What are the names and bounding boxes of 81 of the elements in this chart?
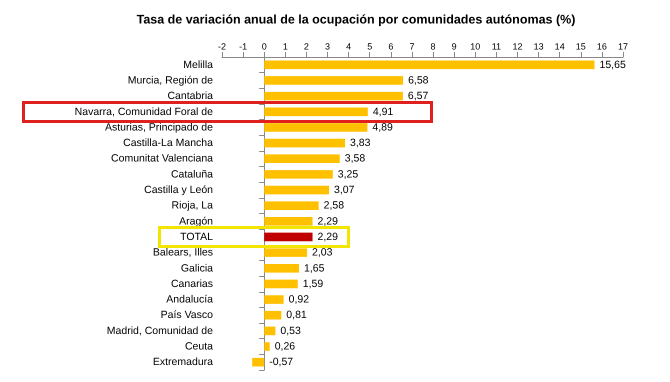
bar [264,170,333,179]
x-tick-label: 1 [282,42,288,52]
bar [264,326,276,336]
bar [264,248,308,257]
bar [264,264,300,273]
bar [264,76,404,85]
y-tick-label: País Vasco [160,309,214,322]
x-tick-label: 14 [554,42,565,52]
x-tick-label: 11 [492,42,502,52]
bar [264,342,270,351]
data-label: 2,03 [312,246,333,259]
y-tick-label: Extremadura [152,356,214,368]
data-label: 1,65 [304,262,325,274]
x-tick-label: 4 [346,42,352,52]
x-tick-label: 16 [596,42,607,52]
data-label: 2,29 [318,215,338,228]
data-label: 3,58 [344,152,366,165]
x-tick-label: 6 [388,42,394,52]
data-label: 3,83 [350,137,371,150]
y-tick-label: Asturias, Principado de [105,121,214,134]
data-label: 0,26 [274,340,296,353]
data-label: 3,07 [334,184,355,196]
y-tick-label: Castilla y León [144,184,214,196]
bar [264,107,368,116]
data-label: 0,53 [280,324,301,337]
data-label: 3,25 [338,168,358,180]
y-tick-label: Aragón [179,215,214,228]
x-tick-label: 8 [430,42,436,52]
y-tick-label: Andalucía [166,294,214,306]
bar [264,138,346,148]
data-label: 6,57 [408,90,428,102]
y-tick-label: Canarias [170,278,213,290]
y-tick-label: Cantabria [167,90,214,102]
x-tick-label: 17 [618,42,628,52]
bar [264,310,282,320]
bar [264,217,313,226]
data-label: 0,92 [288,294,310,306]
x-tick-label: -2 [218,42,226,52]
bar [264,154,340,164]
y-tick-label: Ceuta [184,340,214,353]
y-tick-label: Navarra, Comunidad Foral de [74,106,214,118]
data-label: -0,57 [269,356,294,368]
x-tick-label: 12 [512,42,522,52]
bar [264,60,595,70]
bar [264,123,368,132]
y-tick-label: Murcia, Región de [128,74,214,86]
y-tick-label: Comunitat Valenciana [111,152,214,165]
x-tick-label: 15 [576,42,586,52]
y-tick-label: Madrid, Comunidad de [106,324,214,337]
bar [264,232,313,242]
x-tick-label: -1 [239,42,248,52]
bar [264,201,319,210]
data-label: 2,29 [318,230,338,243]
x-tick-label: 10 [470,42,480,52]
x-tick-label: 7 [409,42,414,52]
x-tick-label: 13 [534,42,544,52]
y-tick-label: Castilla-La Mancha [123,137,214,150]
data-label: 2,58 [324,200,344,212]
x-tick-label: 9 [452,42,457,52]
y-tick-label: TOTAL [180,230,214,243]
y-tick-label: Rioja, La [172,200,214,212]
y-tick-label: Melilla [183,58,214,71]
bar [252,358,264,366]
data-label: 4,89 [372,121,394,134]
y-tick-label: Cataluña [170,168,214,180]
bar [264,280,298,288]
bar [264,92,403,100]
x-tick-label: 0 [262,42,267,52]
y-tick-label: Balears, Illes [152,246,213,259]
chart-title: Tasa de variación anual de la ocupación por comunidades autónomas (%) [136,12,576,26]
y-tick-label: Galicia [180,262,214,274]
x-tick-label: 5 [367,42,372,52]
data-label: 6,58 [408,74,429,86]
x-tick-label: 2 [304,42,309,52]
data-label: 1,59 [302,278,324,290]
bar [264,295,284,304]
data-label: 4,91 [372,106,394,118]
bar [264,186,330,194]
data-label: 15,65 [600,58,626,71]
data-label: 0,81 [286,309,307,322]
x-tick-label: 3 [325,42,330,52]
